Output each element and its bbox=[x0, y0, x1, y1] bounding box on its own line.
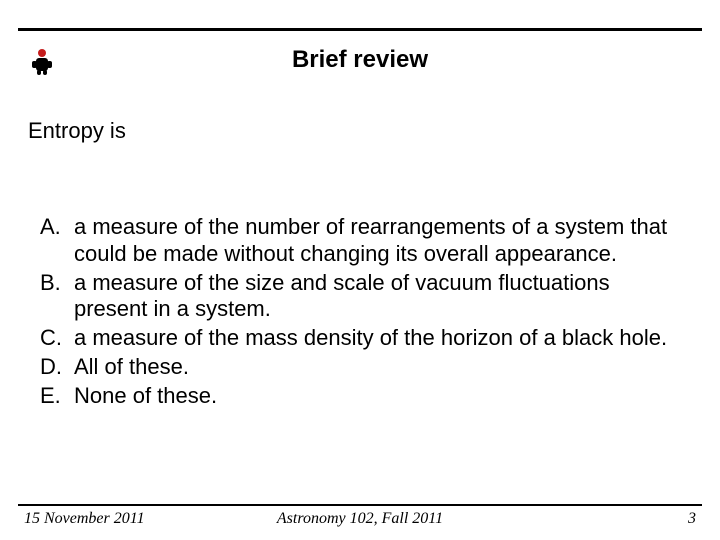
slide-title: Brief review bbox=[0, 46, 720, 74]
option-e: E. None of these. bbox=[40, 383, 670, 410]
question-prompt: Entropy is bbox=[28, 118, 126, 144]
option-text: None of these. bbox=[74, 383, 670, 410]
footer-course: Astronomy 102, Fall 2011 bbox=[24, 510, 696, 528]
footer: 15 November 2011 Astronomy 102, Fall 201… bbox=[24, 510, 696, 532]
option-letter: D. bbox=[40, 354, 74, 381]
bottom-rule bbox=[18, 504, 702, 506]
answer-options: A. a measure of the number of rearrangem… bbox=[40, 214, 670, 412]
top-rule bbox=[18, 28, 702, 31]
option-a: A. a measure of the number of rearrangem… bbox=[40, 214, 670, 268]
option-text: a measure of the size and scale of vacuu… bbox=[74, 270, 670, 324]
option-c: C. a measure of the mass density of the … bbox=[40, 325, 670, 352]
option-letter: B. bbox=[40, 270, 74, 324]
footer-page-number: 3 bbox=[688, 510, 696, 528]
option-text: a measure of the mass density of the hor… bbox=[74, 325, 670, 352]
option-b: B. a measure of the size and scale of va… bbox=[40, 270, 670, 324]
option-d: D. All of these. bbox=[40, 354, 670, 381]
option-text: a measure of the number of rearrangement… bbox=[74, 214, 670, 268]
slide: Brief review Entropy is A. a measure of … bbox=[0, 0, 720, 540]
option-letter: C. bbox=[40, 325, 74, 352]
option-text: All of these. bbox=[74, 354, 670, 381]
option-letter: E. bbox=[40, 383, 74, 410]
option-letter: A. bbox=[40, 214, 74, 268]
